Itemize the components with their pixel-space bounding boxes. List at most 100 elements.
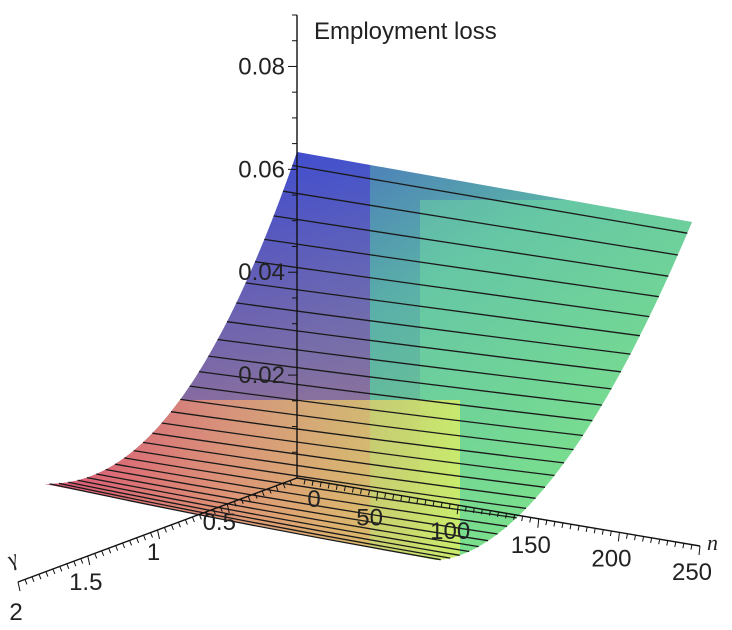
n-tick <box>698 545 701 556</box>
n-tick <box>311 480 314 486</box>
n-tick <box>392 494 395 500</box>
n-tick <box>601 529 604 535</box>
z-axis-label: Employment loss <box>314 18 497 45</box>
n-tick <box>513 514 516 520</box>
gamma-tick <box>73 561 77 567</box>
n-tick <box>464 506 467 512</box>
gamma-tick <box>233 501 237 507</box>
n-tick <box>408 496 411 503</box>
gamma-tick <box>198 514 202 520</box>
n-tick <box>448 503 451 509</box>
n-tick <box>561 522 564 528</box>
n-tick <box>690 544 693 550</box>
gamma-tick <box>164 527 167 533</box>
gamma-tick <box>157 529 160 540</box>
contour-line <box>264 238 659 298</box>
gamma-tick <box>101 550 105 556</box>
n-tick <box>617 532 620 542</box>
contour-line <box>180 398 574 451</box>
n-tick <box>400 495 403 501</box>
contour-line <box>292 164 688 234</box>
gamma-tick <box>205 511 209 517</box>
gamma-tick <box>219 506 223 512</box>
gamma-tick <box>240 498 244 504</box>
gamma-tick <box>52 568 56 575</box>
origin-label: 0 <box>307 486 320 513</box>
contour-line <box>58 482 451 559</box>
n-tick <box>416 498 419 504</box>
n-tick <box>440 502 443 508</box>
contour-line <box>226 321 621 373</box>
contour-line <box>170 411 565 464</box>
n-tick <box>319 481 322 488</box>
gamma-tick <box>289 480 293 486</box>
gamma-tick <box>143 535 147 541</box>
n-tick <box>343 486 346 492</box>
gamma-tick <box>282 483 286 489</box>
contour-line <box>105 468 498 535</box>
contour-line <box>124 457 517 519</box>
n-tick <box>553 521 556 527</box>
z-tick-label: 0.08 <box>238 53 285 80</box>
contour-line <box>77 479 470 553</box>
n-tick <box>488 510 491 516</box>
contour-line <box>254 261 650 318</box>
gamma-tick <box>115 545 119 551</box>
contour-line <box>217 338 612 390</box>
n-tick-label: 200 <box>591 545 631 572</box>
gamma-tick-label: 2 <box>9 599 22 626</box>
surface-shade-right <box>420 200 692 560</box>
n-tick <box>666 540 669 546</box>
n-tick <box>537 518 540 528</box>
contour-line <box>49 483 441 561</box>
n-tick <box>569 524 572 530</box>
gamma-tick-label: 0.5 <box>203 509 236 536</box>
gamma-axis-label: γ <box>3 545 23 572</box>
n-tick <box>609 530 612 537</box>
n-tick <box>384 492 387 499</box>
contour-line <box>189 385 584 437</box>
contour-line <box>152 432 546 488</box>
z-tick-label: 0.02 <box>238 362 285 389</box>
n-tick <box>593 528 596 534</box>
gamma-tick <box>108 548 112 554</box>
n-tick <box>625 533 628 539</box>
gamma-tick <box>45 571 49 577</box>
gamma-tick <box>129 540 133 546</box>
n-tick <box>642 536 645 542</box>
contour-lines <box>49 164 688 561</box>
gamma-tick <box>66 563 70 569</box>
n-tick <box>658 539 661 545</box>
gamma-tick <box>226 503 230 514</box>
contour-line <box>142 441 536 499</box>
n-tick <box>521 515 524 522</box>
n-tick-label: 50 <box>356 505 383 532</box>
surface <box>45 152 692 561</box>
contour-line <box>114 463 508 527</box>
contour-line <box>68 481 460 556</box>
gamma-tick <box>191 516 195 523</box>
gamma-tick <box>150 532 153 538</box>
contour-line <box>133 449 527 510</box>
gamma-tick <box>254 493 258 499</box>
n-tick <box>472 507 475 514</box>
gamma-tick <box>261 490 265 497</box>
contour-line <box>273 215 669 277</box>
gamma-tick <box>87 555 91 566</box>
n-tick <box>529 517 532 523</box>
contour-line <box>96 473 489 542</box>
contour-line <box>282 190 678 256</box>
gamma-tick-label: 1 <box>147 539 160 566</box>
n-tick <box>585 526 588 533</box>
contour-line <box>161 422 555 477</box>
gamma-tick <box>275 485 279 491</box>
n-tick-label: 150 <box>511 532 551 559</box>
contour-line <box>86 476 479 548</box>
contour-line <box>198 370 593 422</box>
gamma-tick <box>80 558 84 564</box>
n-tick <box>505 513 508 519</box>
n-tick <box>359 488 362 494</box>
n-tick <box>303 479 306 485</box>
gamma-tick <box>17 581 21 592</box>
